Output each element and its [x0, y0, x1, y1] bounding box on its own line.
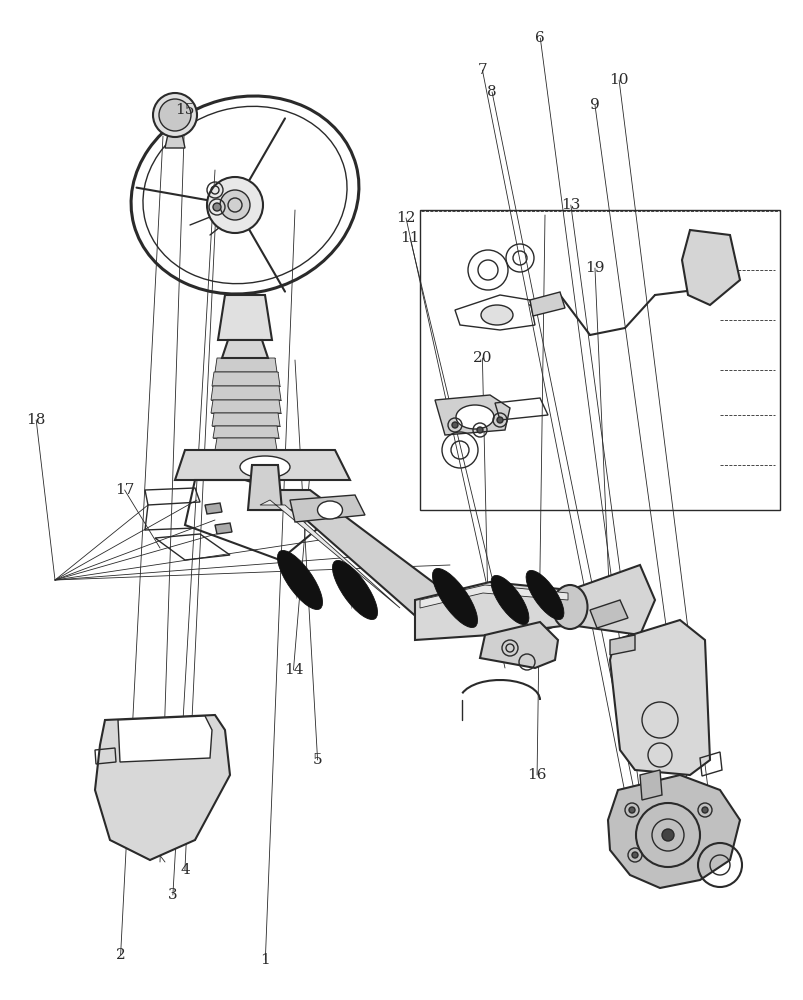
Polygon shape [609, 635, 634, 655]
Text: 1: 1 [260, 953, 270, 967]
Text: 5: 5 [312, 753, 322, 767]
Circle shape [153, 93, 197, 137]
Polygon shape [250, 490, 569, 640]
Polygon shape [175, 450, 349, 480]
Text: 2: 2 [116, 948, 125, 962]
Polygon shape [414, 582, 569, 640]
Bar [419, 210, 779, 510]
Text: 14: 14 [283, 663, 303, 677]
Text: 19: 19 [585, 261, 604, 275]
Polygon shape [218, 295, 271, 340]
Polygon shape [259, 500, 400, 608]
Polygon shape [222, 340, 267, 358]
Text: 4: 4 [180, 863, 190, 877]
Polygon shape [639, 770, 661, 800]
Text: 8: 8 [487, 85, 496, 99]
Ellipse shape [491, 575, 528, 625]
Text: 3: 3 [168, 888, 177, 902]
Circle shape [451, 422, 458, 428]
Ellipse shape [277, 550, 322, 610]
Ellipse shape [525, 570, 563, 620]
Circle shape [661, 829, 673, 841]
Circle shape [206, 177, 263, 233]
Polygon shape [95, 715, 230, 860]
Polygon shape [214, 523, 232, 534]
Text: 9: 9 [589, 98, 599, 112]
Ellipse shape [240, 456, 290, 478]
Polygon shape [247, 465, 282, 510]
Polygon shape [529, 292, 565, 316]
Text: 18: 18 [26, 413, 46, 427]
Circle shape [496, 417, 503, 423]
Polygon shape [290, 495, 365, 522]
Ellipse shape [552, 585, 587, 629]
Circle shape [213, 203, 221, 211]
Ellipse shape [317, 501, 342, 519]
Polygon shape [607, 775, 739, 888]
Polygon shape [213, 426, 279, 438]
Polygon shape [419, 585, 567, 608]
Ellipse shape [455, 405, 493, 429]
Circle shape [220, 190, 250, 220]
Text: 7: 7 [477, 63, 487, 77]
Text: 11: 11 [400, 231, 419, 245]
Text: 15: 15 [175, 103, 194, 117]
Circle shape [701, 807, 707, 813]
Text: 6: 6 [535, 31, 544, 45]
Text: 20: 20 [472, 351, 491, 365]
Polygon shape [609, 620, 709, 775]
Polygon shape [479, 622, 557, 668]
Polygon shape [681, 230, 739, 305]
Polygon shape [210, 386, 281, 400]
Polygon shape [214, 358, 277, 372]
Text: 16: 16 [527, 768, 546, 782]
Polygon shape [205, 503, 222, 514]
Circle shape [631, 852, 638, 858]
Ellipse shape [332, 560, 377, 620]
Text: 17: 17 [115, 483, 134, 497]
Ellipse shape [480, 305, 512, 325]
Circle shape [476, 427, 483, 433]
Text: 13: 13 [560, 198, 580, 212]
Ellipse shape [432, 568, 477, 628]
Polygon shape [214, 438, 277, 450]
Polygon shape [212, 413, 279, 426]
Circle shape [159, 99, 191, 131]
Circle shape [628, 807, 634, 813]
Polygon shape [569, 565, 654, 635]
Polygon shape [212, 372, 279, 386]
Text: 12: 12 [396, 211, 415, 225]
Polygon shape [118, 716, 212, 762]
Polygon shape [165, 134, 185, 148]
Polygon shape [210, 400, 281, 413]
Polygon shape [589, 600, 627, 628]
Text: 10: 10 [609, 73, 628, 87]
Polygon shape [434, 395, 509, 435]
